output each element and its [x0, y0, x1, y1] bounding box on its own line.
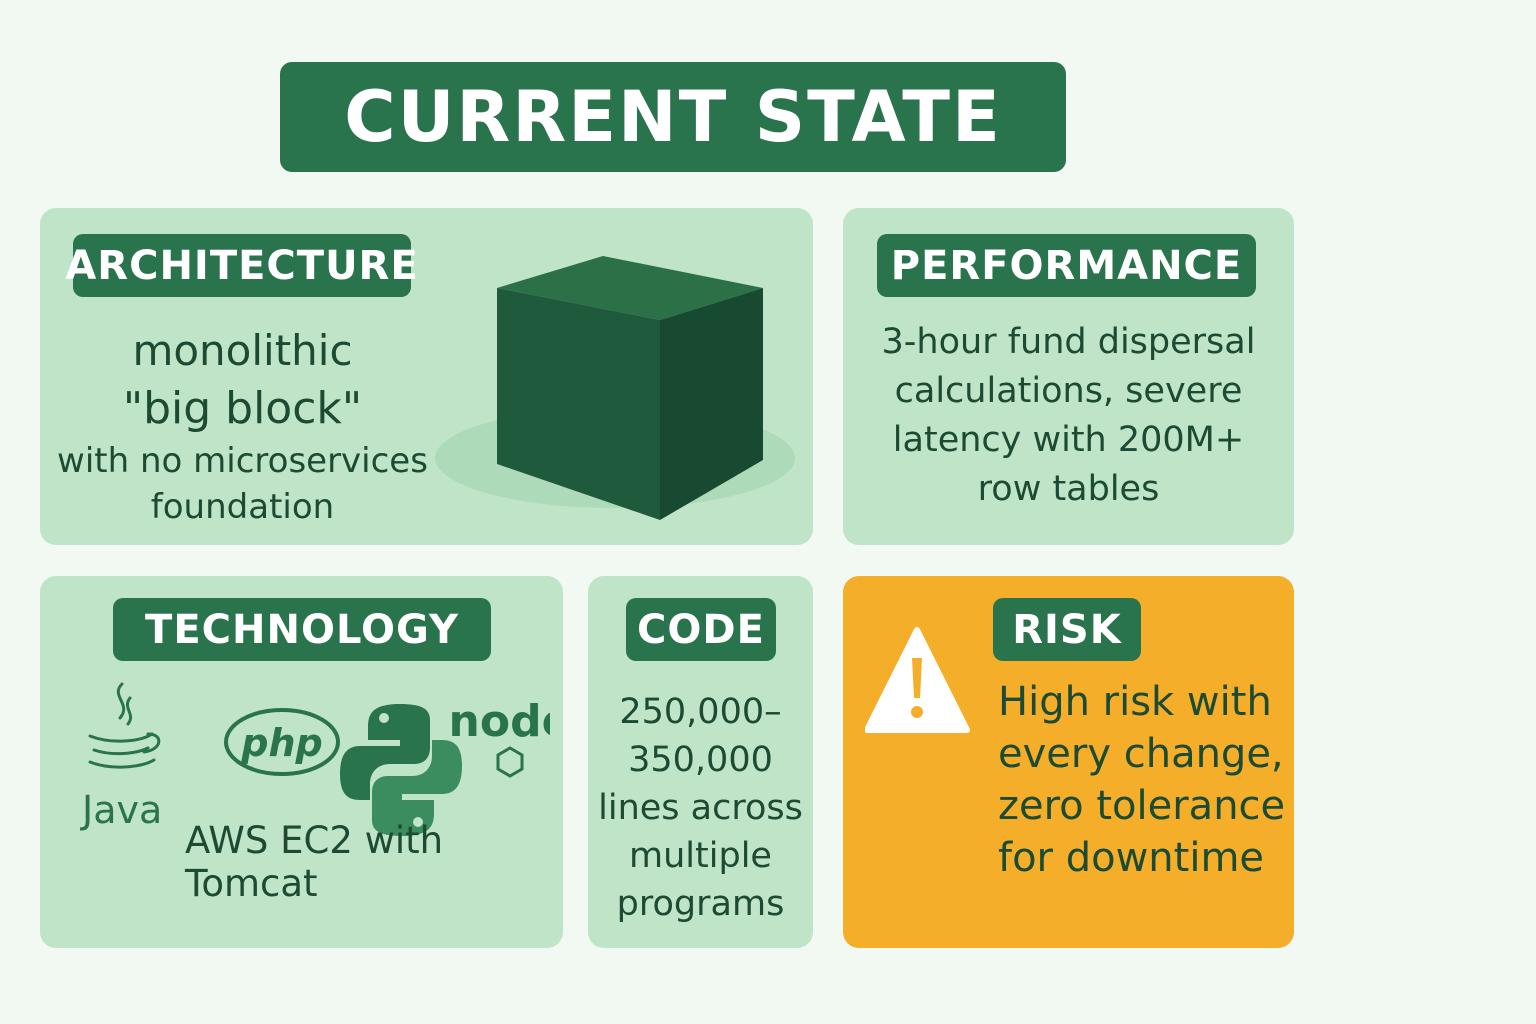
performance-card: PERFORMANCE 3-hour fund dispersal calcul… — [843, 208, 1294, 545]
risk-text: High risk with every change, zero tolera… — [998, 679, 1286, 881]
risk-label: RISK — [993, 598, 1141, 661]
java-icon — [88, 682, 161, 769]
python-icon — [340, 704, 462, 836]
technology-label: TECHNOLOGY — [113, 598, 491, 661]
architecture-label: ARCHITECTURE — [65, 234, 418, 297]
architecture-line2: "big block" — [122, 383, 363, 434]
php-logo-text: php — [240, 721, 322, 765]
node-logo-text: node — [449, 696, 550, 747]
risk-card: RISK High risk with every change, zero t… — [843, 576, 1294, 948]
java-label: Java — [82, 788, 163, 832]
monolith-cube-icon — [435, 256, 795, 520]
architecture-card: ARCHITECTURE monolithic "big block" with… — [40, 208, 813, 545]
performance-text: 3-hour fund dispersal calculations, seve… — [881, 322, 1256, 509]
architecture-line1: monolithic — [132, 326, 353, 375]
warning-icon — [865, 627, 970, 733]
page-title: CURRENT STATE — [344, 76, 1002, 158]
technology-card: TECHNOLOGY php node Java AWS EC2 with To… — [40, 576, 563, 948]
technology-logos: php node — [88, 682, 550, 836]
php-icon: php — [224, 708, 340, 776]
code-text: 250,000–350,000 lines across multiple pr… — [598, 692, 803, 924]
code-label: CODE — [626, 598, 776, 661]
performance-label: PERFORMANCE — [877, 234, 1256, 297]
technology-platform: AWS EC2 with Tomcat — [185, 819, 444, 905]
title-banner: CURRENT STATE — [280, 62, 1066, 172]
code-card: CODE 250,000–350,000 lines across multip… — [588, 576, 813, 948]
node-icon: node — [449, 696, 550, 778]
architecture-line3: with no microservices foundation — [57, 441, 428, 527]
